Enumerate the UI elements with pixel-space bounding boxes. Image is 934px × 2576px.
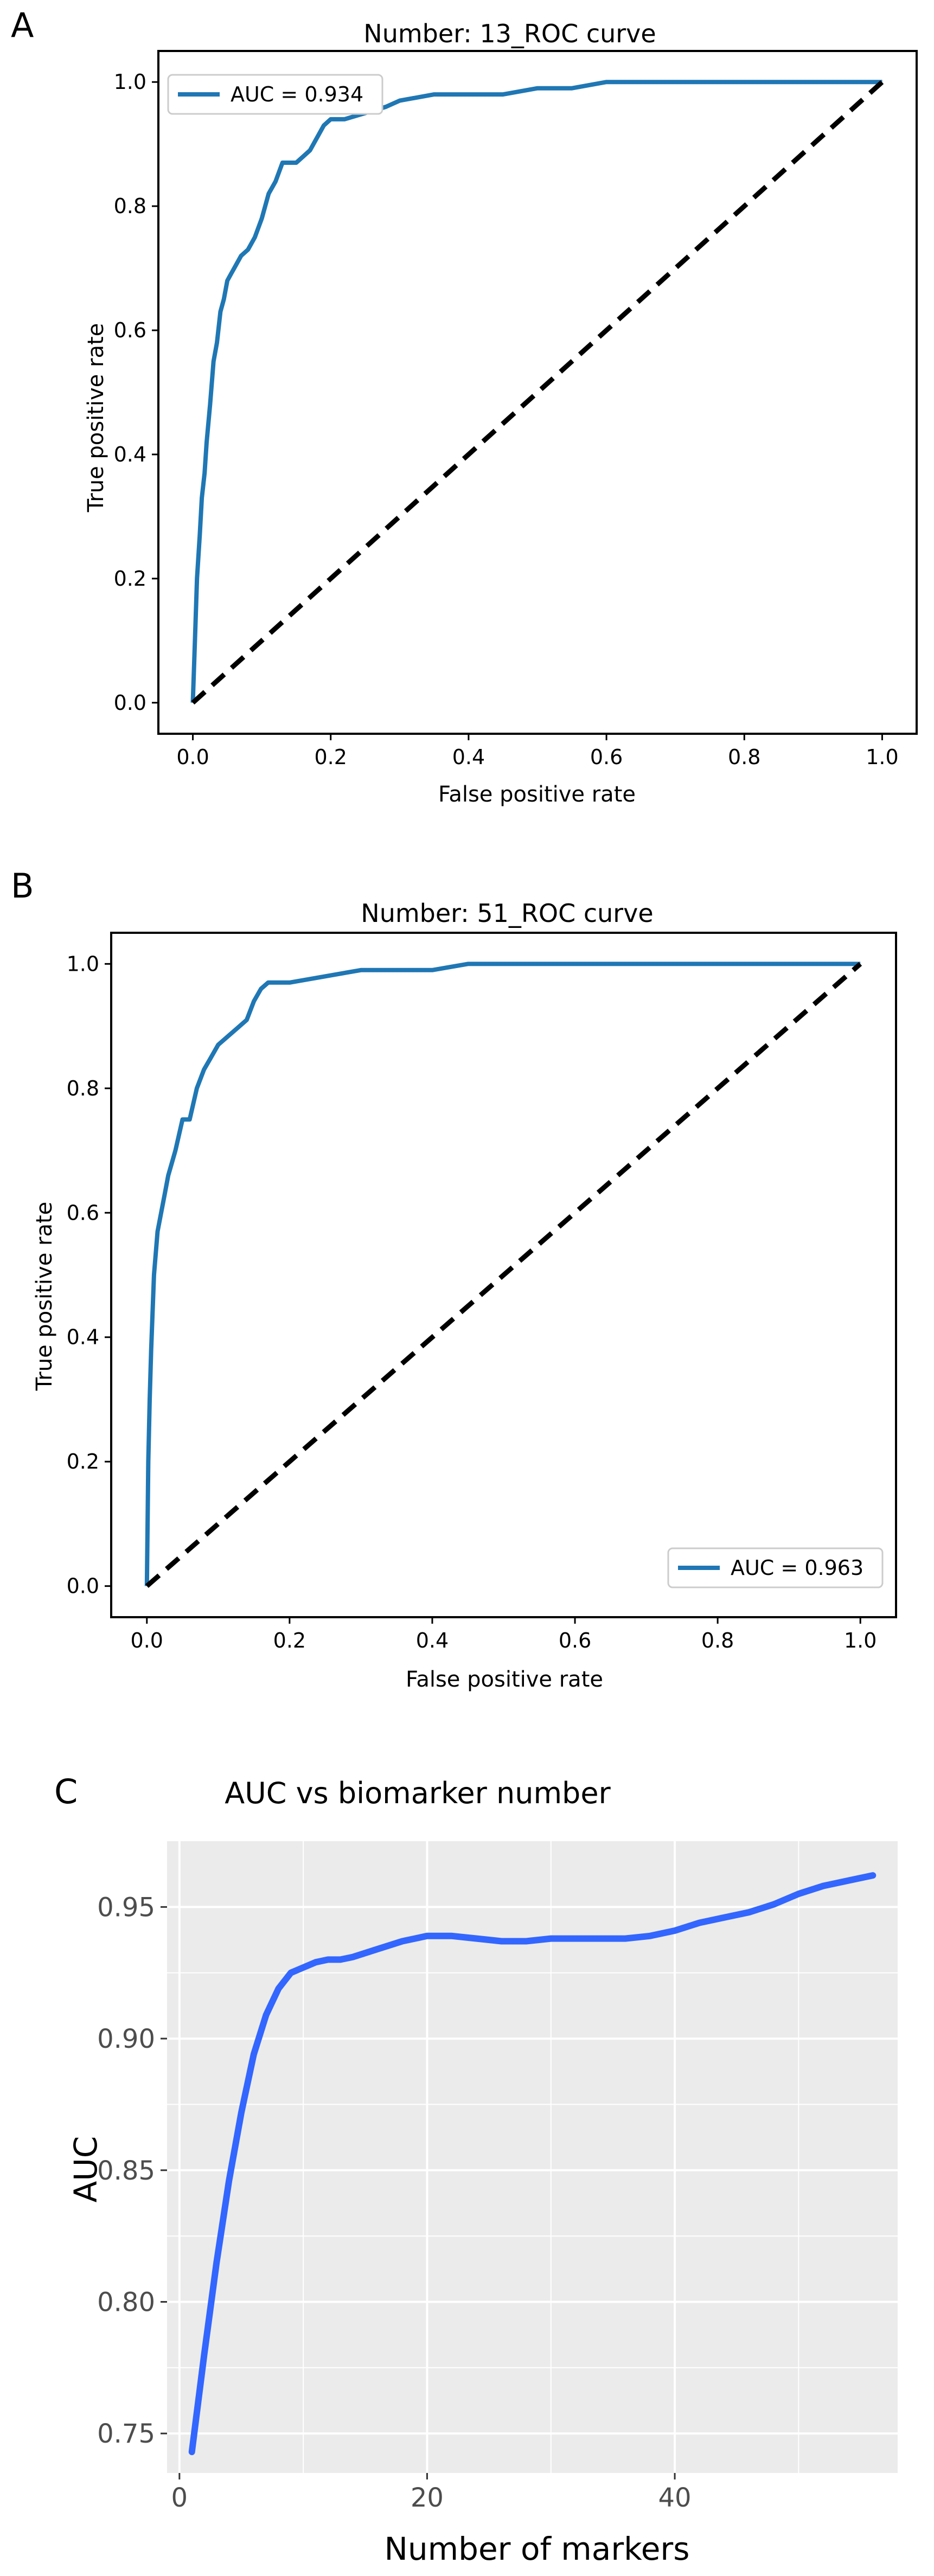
y-tick-label: 0.6 [114,318,146,342]
panel-b-ylabel: True positive rate [32,1202,57,1392]
y-tick-label: 1.0 [67,952,99,976]
y-tick-label: 0.2 [114,567,146,591]
panel-b-xlabel: False positive rate [406,1667,603,1692]
y-tick-label: 0.75 [97,2419,155,2449]
panel-c-ylabel: AUC [67,2136,104,2203]
y-tick-label: 0.0 [114,691,146,715]
x-tick-label: 0 [171,2483,188,2513]
panel-a-xlabel: False positive rate [438,782,636,807]
y-tick-label: 0.0 [67,1574,99,1598]
panel-a-title: Number: 13_ROC curve [363,19,656,48]
panel-letter-b: B [11,866,34,906]
legend-label: AUC = 0.963 [731,1556,863,1580]
panel-c-xlabel: Number of markers [385,2530,690,2567]
x-tick-label: 20 [411,2483,444,2513]
roc-curve-line [144,962,861,1586]
x-tick-label: 40 [658,2483,692,2513]
chance-diagonal-line [145,962,862,1588]
y-tick-label: 0.8 [67,1076,99,1100]
panel-a-plot: 0.0 0.2 0.4 0.6 0.8 1.0 0.0 0.2 0.4 0.6 0.8 1.0 AUC … [114,50,918,769]
x-tick-label: 0.2 [273,1629,306,1652]
y-tick-label: 0.6 [67,1201,99,1225]
panel-b-title: Number: 51_ROC curve [361,899,653,928]
panel-b: B Number: 51_ROC curve 0.0 0.2 0.4 0.6 0.8 1.… [11,866,897,1692]
y-tick-label: 0.90 [97,2024,155,2054]
x-tick-label: 1.0 [844,1629,877,1652]
plot-frame [157,50,918,735]
panel-a: A Number: 13_ROC curve 0.0 0.2 0.4 0.6 0.8 1.… [11,5,918,807]
auc-curve-line [188,1872,877,2456]
panel-letter-c: C [54,1772,78,1811]
roc-curve-line [190,80,882,703]
y-tick-label: 0.8 [114,194,146,218]
x-tick-label: 0.8 [728,745,760,769]
x-tick-label: 0.2 [315,745,347,769]
plot-frame [110,932,897,1618]
y-tick-label: 0.2 [67,1450,99,1473]
x-tick-label: 0.0 [131,1629,163,1652]
panel-c: C AUC vs biomarker number 0 20 400.750.800… [54,1772,898,2567]
plot-panel-background [167,1841,898,2473]
panel-a-ylabel: True positive rate [84,323,108,513]
panel-c-title: AUC vs biomarker number [225,1776,611,1810]
chance-diagonal-line [191,80,884,705]
panel-c-plot: 0 20 40 0.75 0.80 0.85 0.90 0.95 [97,1841,898,2513]
x-tick-label: 0.4 [452,745,485,769]
y-tick-label: 0.80 [97,2287,155,2317]
legend-box [167,74,383,115]
y-tick-label: 0.4 [67,1325,99,1349]
panel-letter-a: A [11,5,34,45]
x-tick-label: 0.4 [416,1629,449,1652]
legend-box [667,1547,884,1588]
panel-b-plot: 0.0 0.2 0.4 0.6 0.8 1.0 0.0 0.2 0.4 0.6 0.8 1.0 AUC … [67,932,897,1652]
x-tick-label: 0.6 [559,1629,591,1652]
x-tick-label: 1.0 [866,745,898,769]
y-tick-label: 1.0 [114,70,146,94]
x-tick-label: 0.6 [590,745,623,769]
legend-label: AUC = 0.934 [231,82,363,106]
y-tick-label: 0.95 [97,1892,155,1923]
y-tick-label: 0.4 [114,443,146,466]
y-tick-label: 0.85 [97,2156,155,2186]
x-tick-label: 0.8 [701,1629,734,1652]
x-tick-label: 0.0 [176,745,209,769]
